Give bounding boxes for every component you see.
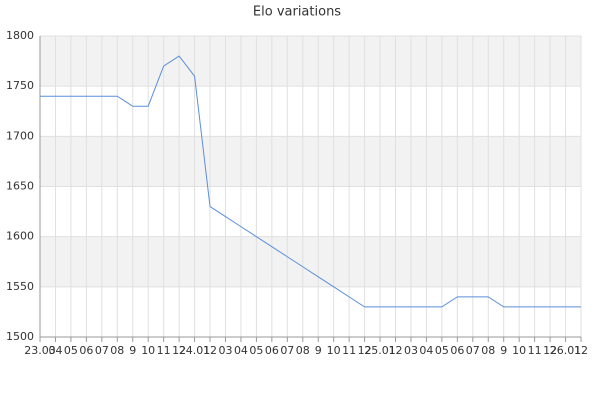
- x-tick-label: 08: [481, 344, 495, 357]
- chart-title: Elo variations: [253, 5, 341, 20]
- x-tick-label: 07: [280, 344, 294, 357]
- band: [40, 36, 581, 87]
- x-tick-label: 05: [64, 344, 78, 357]
- y-tick-label: 1750: [6, 79, 34, 92]
- x-tick-label: 9: [500, 344, 507, 357]
- x-tick-label: 12: [172, 344, 186, 357]
- x-tick-label: 24.01: [179, 344, 211, 357]
- band: [40, 136, 581, 187]
- x-tick-label: 25.01: [364, 344, 396, 357]
- x-tick-label: 10: [512, 344, 526, 357]
- y-tick-label: 1550: [6, 280, 34, 293]
- y-tick-label: 1800: [6, 29, 34, 42]
- x-tick-label: 07: [466, 344, 480, 357]
- x-tick-label: 11: [528, 344, 542, 357]
- x-tick-label: 04: [234, 344, 248, 357]
- x-tick-label: 06: [450, 344, 464, 357]
- x-tick-label: 11: [157, 344, 171, 357]
- x-tick-label: 08: [110, 344, 124, 357]
- x-tick-label: 03: [404, 344, 418, 357]
- y-tick-label: 1600: [6, 230, 34, 243]
- line: [40, 55, 581, 308]
- x-tick-label: 26.01: [550, 344, 582, 357]
- x-tick-label: 12: [203, 344, 217, 357]
- x-tick-label: 05: [435, 344, 449, 357]
- x-tick-label: 07: [95, 344, 109, 357]
- x-tick-label: 03: [218, 344, 232, 357]
- x-tick-label: 04: [48, 344, 62, 357]
- band: [40, 236, 581, 287]
- x-tick-label: 12: [574, 344, 588, 357]
- y-tick-label: 1500: [6, 330, 34, 343]
- x-tick-label: 06: [79, 344, 93, 357]
- x-tick-label: 9: [129, 344, 136, 357]
- x-tick-label: 12: [543, 344, 557, 357]
- x-tick-label: 10: [327, 344, 341, 357]
- x-tick-label: 06: [265, 344, 279, 357]
- x-tick-label: 11: [342, 344, 356, 357]
- x-tick-label: 05: [249, 344, 263, 357]
- y-tick-label: 1700: [6, 129, 34, 142]
- x-tick-label: 9: [315, 344, 322, 357]
- x-tick-label: 23.03: [24, 344, 56, 357]
- x-tick-label: 08: [296, 344, 310, 357]
- x-tick-label: 12: [358, 344, 372, 357]
- x-tick-label: 12: [389, 344, 403, 357]
- x-tick-label: 04: [419, 344, 433, 357]
- y-tick-label: 1650: [6, 180, 34, 193]
- x-tick-label: 10: [141, 344, 155, 357]
